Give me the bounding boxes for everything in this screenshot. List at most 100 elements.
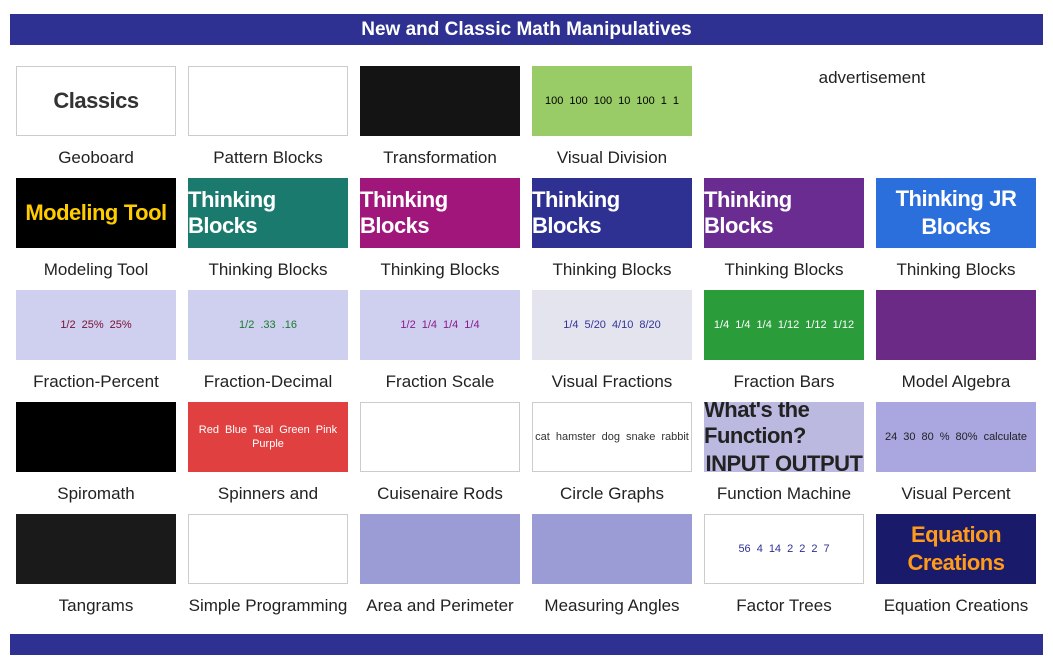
manipulative-link[interactable]: Classics Geoboard [16,66,176,167]
thumbnail[interactable]: Classics [16,66,176,136]
thumbnail[interactable]: Equation Creations [876,514,1036,584]
manipulative-link[interactable]: Area and Perimeter [360,514,520,615]
manipulative-link[interactable]: 1/4 5/20 4/10 8/20 Visual Fractions [532,290,692,391]
manipulative-label[interactable]: Factor Trees [736,596,832,615]
manipulative-label[interactable]: Equation Creations [883,596,1029,615]
thumbnail[interactable] [188,66,348,136]
thumbnail[interactable]: cat hamster dog snake rabbit [532,402,692,472]
manipulative-label[interactable]: Visual Fractions [551,372,673,391]
thumbnail[interactable]: 100 100 100 10 100 1 1 [532,66,692,136]
thumbnail[interactable] [360,66,520,136]
manipulative-link[interactable]: Thinking Blocks Thinking Blocks [360,178,520,279]
thumbnail[interactable]: Thinking Blocks [704,178,864,248]
thumbnail-text: 1/4 [443,319,459,331]
thumbnail[interactable] [188,514,348,584]
thumbnail[interactable] [532,514,692,584]
thumbnail[interactable] [16,514,176,584]
manipulative-label[interactable]: Fraction Scale [385,372,495,391]
manipulative-link[interactable]: 1/2 1/4 1/4 1/4 Fraction Scale [360,290,520,391]
thumbnail[interactable]: 1/2 25% 25% [16,290,176,360]
thumbnail[interactable]: 1/2 1/4 1/4 1/4 [360,290,520,360]
manipulative-label[interactable]: Thinking Blocks [380,260,500,279]
manipulative-label[interactable]: Spinners and [217,484,319,503]
thumbnail-text: 7 [823,543,830,555]
thumbnail-text: Classics [53,88,139,113]
manipulative-label[interactable]: Function Machine [716,484,852,503]
thumbnail-text: 14 [768,543,782,555]
manipulative-label[interactable]: Measuring Angles [544,596,680,615]
thumbnail-text: 2 [799,543,806,555]
thumbnail[interactable] [16,402,176,472]
manipulative-link[interactable]: Thinking Blocks Thinking Blocks [188,178,348,279]
manipulative-label[interactable]: Thinking Blocks [552,260,672,279]
manipulative-link[interactable]: Thinking Blocks Thinking Blocks [704,178,864,279]
manipulative-label[interactable]: Cuisenaire Rods [377,484,503,503]
manipulative-label[interactable]: Fraction-Percent [33,372,159,391]
manipulative-label[interactable]: Visual Division [556,148,668,167]
manipulative-link[interactable]: Model Algebra [876,290,1036,391]
manipulative-link[interactable]: Thinking Blocks Thinking Blocks [532,178,692,279]
thumbnail[interactable]: Thinking Blocks [532,178,692,248]
manipulative-label[interactable]: Thinking Blocks [724,260,844,279]
manipulative-label[interactable]: Fraction Bars [733,372,835,391]
manipulative-label[interactable]: Model Algebra [901,372,1011,391]
manipulative-link[interactable]: 100 100 100 10 100 1 1 Visual Division [532,66,692,167]
manipulative-link[interactable]: Equation Creations Equation Creations [876,514,1036,615]
thumbnail-text: 100 [593,95,613,107]
manipulative-link[interactable]: Modeling Tool Modeling Tool [16,178,176,279]
thumbnail[interactable]: What's the Function? INPUT OUTPUT [704,402,864,472]
manipulative-label[interactable]: Modeling Tool [43,260,149,279]
thumbnail[interactable]: Thinking Blocks [188,178,348,248]
manipulative-link[interactable]: What's the Function? INPUT OUTPUT Function … [704,402,864,503]
manipulative-label[interactable]: Circle Graphs [560,484,664,503]
manipulative-label[interactable]: Fraction-Decimal [203,372,333,391]
manipulative-label[interactable]: Thinking Blocks [896,260,1016,279]
thumbnail-text: Thinking Blocks [360,187,448,238]
thumbnail[interactable]: 24 30 80% 80% calculate [876,402,1036,472]
thumbnail[interactable] [876,290,1036,360]
thumbnail[interactable]: 56 4 14 2 2 2 7 [704,514,864,584]
thumbnail-text: 1/2 [400,319,416,331]
manipulative-link[interactable]: 1/2 .33 .16 Fraction-Decimal [188,290,348,391]
manipulative-label[interactable]: Pattern Blocks [213,148,323,167]
manipulative-link[interactable]: cat hamster dog snake rabbit Circle Graphs [532,402,692,503]
thumbnail-text: What's the Function? [704,402,810,448]
thumbnail-text: 100 [569,95,588,107]
manipulative-link[interactable]: Red Blue Teal Green Pink Purple Spinners and [188,402,348,503]
manipulative-label[interactable]: Transformation [383,148,497,167]
manipulative-link[interactable]: Pattern Blocks [188,66,348,167]
manipulative-label[interactable]: Geoboard [58,148,134,167]
thumbnail-text: 6 [449,431,456,443]
manipulative-link[interactable]: Measuring Angles [532,514,692,615]
thumbnail[interactable] [360,514,520,584]
thumbnail[interactable]: Modeling Tool [16,178,176,248]
manipulative-link[interactable]: 9 8 7 6 5 Cuisenaire Rods [360,402,520,503]
thumbnail[interactable]: Thinking JR Blocks [876,178,1036,248]
thumbnail[interactable]: Red Blue Teal Green Pink Purple [188,402,348,472]
manipulative-label[interactable]: Area and Perimeter [366,596,514,615]
manipulative-link[interactable]: Simple Programming [188,514,348,615]
manipulative-link[interactable]: Thinking JR Blocks Thinking Blocks [876,178,1036,279]
thumbnail-text: 1/12 [805,319,827,331]
manipulative-link[interactable]: 1/2 25% 25% Fraction-Percent [16,290,176,391]
manipulative-link[interactable]: Tangrams [16,514,176,615]
thumbnail[interactable]: Thinking Blocks [360,178,520,248]
thumbnail-text: Pink [315,424,338,436]
manipulative-label[interactable]: Thinking Blocks [208,260,328,279]
thumbnail[interactable]: 1/4 1/4 1/4 1/12 1/12 1/12 [704,290,864,360]
manipulative-label[interactable]: Visual Percent [901,484,1011,503]
manipulative-label[interactable]: Simple Programming [188,596,348,615]
manipulative-link[interactable]: 56 4 14 2 2 2 7 Factor Trees [704,514,864,615]
manipulative-link[interactable]: Spiromath [16,402,176,503]
manipulative-link[interactable]: 24 30 80% 80% calculate Visual Percent [876,402,1036,503]
thumbnail-text: Thinking Blocks [532,187,620,238]
manipulative-link[interactable]: Transformation [360,66,520,167]
thumbnail[interactable]: 1/2 .33 .16 [188,290,348,360]
manipulative-link[interactable]: 1/4 1/4 1/4 1/12 1/12 1/12 Fraction Bars [704,290,864,391]
thumbnail-text: snake [625,431,656,443]
manipulative-label[interactable]: Tangrams [58,596,134,615]
thumbnail-text: Thinking Blocks [188,187,276,238]
manipulative-label[interactable]: Spiromath [57,484,135,503]
thumbnail[interactable]: 1/4 5/20 4/10 8/20 [532,290,692,360]
